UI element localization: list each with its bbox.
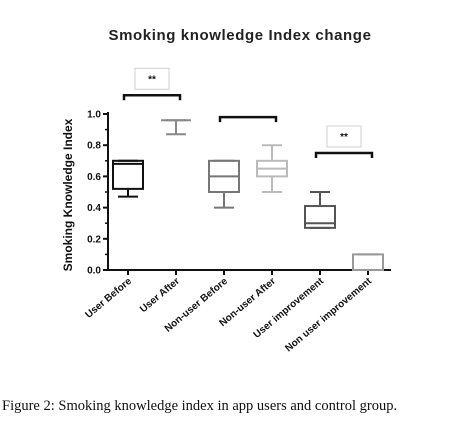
significance-bracket bbox=[314, 151, 374, 158]
significance-label-box bbox=[134, 67, 170, 90]
plot-area: 0.0 0.2 0.4 0.6 0.8 1.0 User Before User After N… bbox=[83, 67, 391, 354]
y-tick-label: 0.6 bbox=[87, 172, 101, 183]
x-tick-label: Non user improvement bbox=[283, 275, 374, 354]
significance-label: ** bbox=[340, 132, 348, 143]
significance-bracket bbox=[122, 94, 182, 101]
y-tick-label: 1.0 bbox=[87, 110, 101, 121]
significance-bracket bbox=[218, 115, 278, 123]
y-axis-label: Smoking Knowledge Index bbox=[61, 118, 75, 271]
x-tick-label: User Before bbox=[83, 276, 134, 321]
box-body bbox=[304, 205, 336, 229]
caption-label: Figure 2: bbox=[2, 398, 55, 414]
significance-label-box bbox=[326, 125, 362, 148]
box-body bbox=[112, 159, 144, 190]
caption-text: Smoking knowledge index in app users and… bbox=[54, 398, 398, 414]
y-tick-label: 0.0 bbox=[87, 266, 101, 277]
y-tick-label: 0.8 bbox=[87, 141, 101, 152]
significance-label: ** bbox=[148, 74, 156, 85]
y-tick-label: 0.2 bbox=[87, 234, 101, 245]
x-tick-label: User After bbox=[138, 276, 182, 315]
box-body bbox=[352, 253, 384, 271]
y-tick-label: 0.4 bbox=[87, 203, 101, 214]
chart-title: Smoking knowledge Index change bbox=[108, 27, 371, 44]
figure-caption: Figure 2: Smoking knowledge index in app… bbox=[2, 398, 448, 415]
